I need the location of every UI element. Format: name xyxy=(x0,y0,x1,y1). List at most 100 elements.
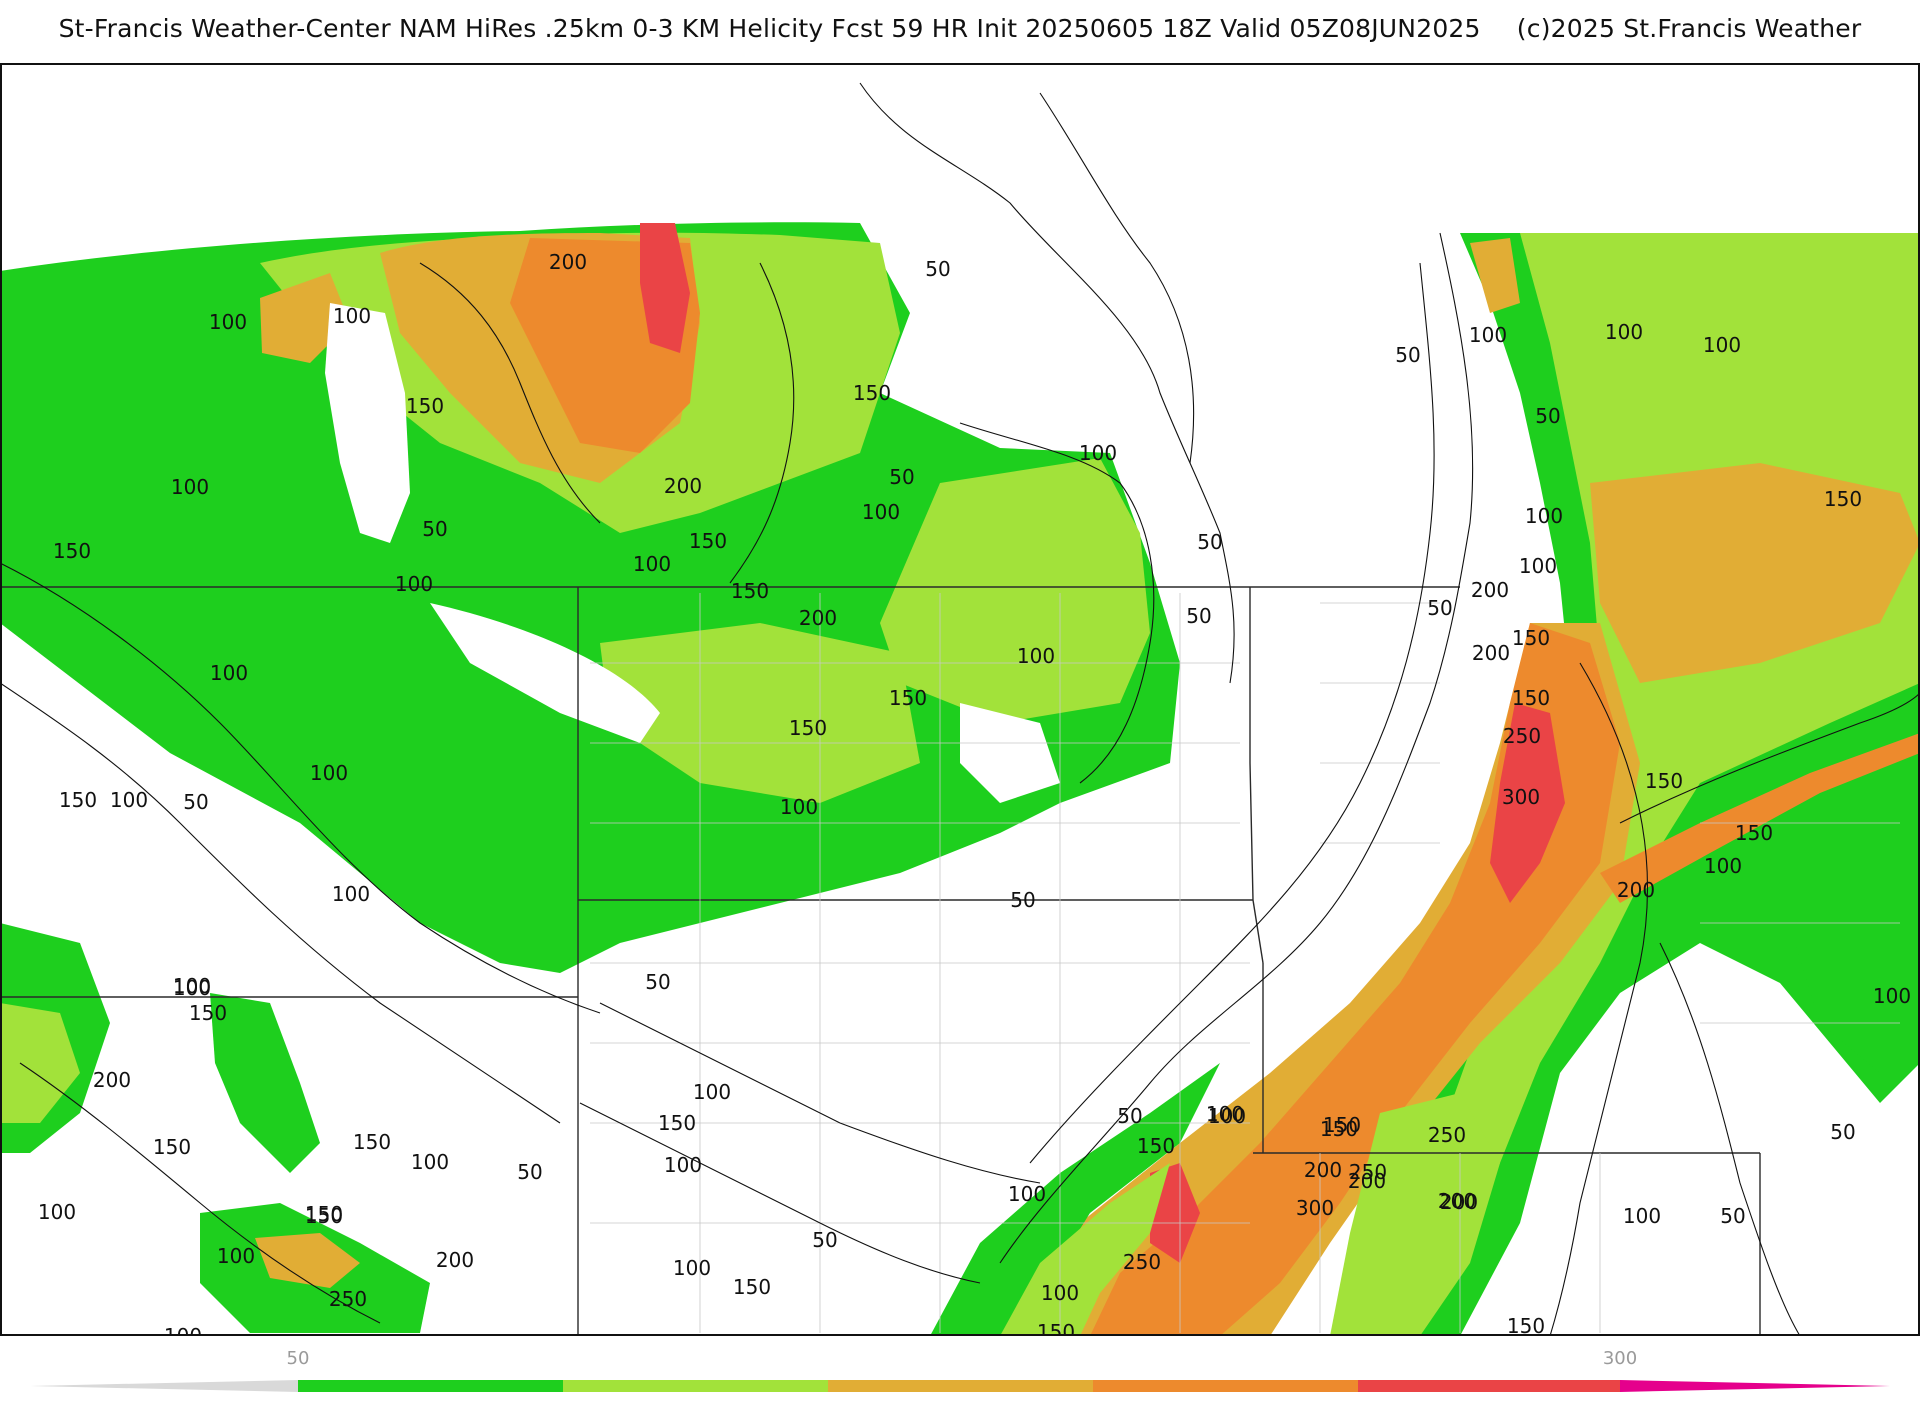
legend-right-arrow xyxy=(1620,1380,1890,1392)
green-region xyxy=(1795,863,1920,1073)
contour-line xyxy=(1039,92,1195,464)
contour-label: 150 xyxy=(889,686,927,710)
contour-label: 150 xyxy=(1512,626,1550,650)
light-green-region xyxy=(1000,1163,1170,1336)
contour-line xyxy=(1659,942,1801,1337)
contour-label: 100 xyxy=(1017,644,1055,668)
contour-label: 150 xyxy=(1645,769,1683,793)
color-legend: 50 300 xyxy=(0,1340,1920,1400)
contour-label: 150 xyxy=(1320,1117,1358,1141)
contour-line xyxy=(959,422,1155,784)
contour-line xyxy=(0,682,561,1124)
helicity-shading xyxy=(0,222,1920,1336)
county-line xyxy=(590,662,1250,1224)
contour-label: 100 xyxy=(173,976,211,1000)
contour-label: 250 xyxy=(1123,1250,1161,1274)
contour-label: 100 xyxy=(411,1150,449,1174)
contour-label: 200 xyxy=(1617,878,1655,902)
contour-line xyxy=(419,262,601,524)
contour-label: 200 xyxy=(549,250,587,274)
contour-label: 100 xyxy=(38,1200,76,1224)
contour-label: 100 xyxy=(633,552,671,576)
contour-label: 150 xyxy=(59,788,97,812)
green-region xyxy=(0,222,1180,974)
legend-swatch-lightgreen xyxy=(563,1380,828,1392)
gold-region xyxy=(1590,463,1920,683)
contour-label: 50 xyxy=(1010,888,1035,912)
legend-label-high: 300 xyxy=(1603,1348,1637,1369)
contour-label: 100 xyxy=(333,304,371,328)
title-text: St-Francis Weather-Center NAM HiRes .25k… xyxy=(58,14,1481,43)
legend-label-low: 50 xyxy=(287,1348,310,1369)
contour-label: 100 xyxy=(1208,1104,1246,1128)
contour-line xyxy=(999,232,1474,1264)
contour-label: 200 xyxy=(1472,641,1510,665)
map-svg: 200 100 100 150 150 200 50 100 50 150 10… xyxy=(0,63,1920,1393)
contour-label: 100 xyxy=(110,788,148,812)
border-line xyxy=(1249,587,1264,964)
red-region xyxy=(640,223,690,353)
contour-label: 100 xyxy=(217,1244,255,1268)
contour-label: 100 xyxy=(332,882,370,906)
copyright-text: (c)2025 St.Francis Weather xyxy=(1516,14,1862,43)
contour-label: 50 xyxy=(1395,343,1420,367)
orange-region xyxy=(1090,623,1620,1336)
contour-label: 200 xyxy=(436,1248,474,1272)
contour-line xyxy=(859,82,1235,684)
contour-label: 50 xyxy=(1720,1204,1745,1228)
lake-area xyxy=(325,303,410,543)
contour-label: 150 xyxy=(1735,821,1773,845)
contour-label: 300 xyxy=(1502,785,1540,809)
political-borders xyxy=(0,586,1761,1336)
contour-label: 150 xyxy=(733,1275,771,1299)
contour-label: 100 xyxy=(1704,854,1742,878)
contour-label: 100 xyxy=(673,1256,711,1280)
contour-label: 150 xyxy=(305,1204,343,1228)
light-green-region xyxy=(880,458,1150,723)
green-region xyxy=(930,1063,1220,1336)
contour-label: 200 xyxy=(1348,1169,1386,1193)
contour-label: 100 xyxy=(395,572,433,596)
contour-label: 150 xyxy=(658,1111,696,1135)
contour-label: 50 xyxy=(1427,596,1452,620)
legend-swatch-gold xyxy=(828,1380,1093,1392)
contour-label: 100 xyxy=(1519,554,1557,578)
contour-label: 50 xyxy=(1197,530,1222,554)
legend-svg: 50 300 xyxy=(30,1348,1890,1392)
contour-label: 50 xyxy=(1117,1104,1142,1128)
contour-line xyxy=(19,1062,381,1324)
contour-line xyxy=(1549,662,1648,1337)
contour-label: 150 xyxy=(153,1135,191,1159)
contour-label: 100 xyxy=(210,661,248,685)
contour-label: 100 xyxy=(1623,1204,1661,1228)
contour-line xyxy=(0,562,601,1014)
contour-label: 50 xyxy=(645,970,670,994)
county-line xyxy=(1320,602,1900,1024)
contour-line xyxy=(1619,692,1920,824)
contour-label: 100 xyxy=(862,500,900,524)
county-lines xyxy=(590,593,1900,1333)
contour-label: 50 xyxy=(422,517,447,541)
white-gap xyxy=(960,703,1060,803)
contour-labels: 200 100 100 150 150 200 50 100 50 150 10… xyxy=(38,250,1911,1393)
helicity-contours xyxy=(0,82,1920,1337)
contour-label: 50 xyxy=(183,790,208,814)
contour-label: 150 xyxy=(731,579,769,603)
green-region xyxy=(210,993,320,1173)
contour-label: 50 xyxy=(889,465,914,489)
contour-label: 50 xyxy=(1535,404,1560,428)
contour-label: 150 xyxy=(1512,686,1550,710)
gold-region xyxy=(255,1233,360,1288)
contour-line xyxy=(579,1102,981,1284)
contour-label: 150 xyxy=(53,539,91,563)
contour-label: 100 xyxy=(1206,1102,1244,1126)
red-region xyxy=(1490,703,1565,903)
contour-label: 250 xyxy=(1503,724,1541,748)
contour-label: 100 xyxy=(1873,984,1911,1008)
contour-line xyxy=(1029,262,1435,1164)
contour-label: 100 xyxy=(1079,441,1117,465)
contour-label: 150 xyxy=(1037,1320,1075,1336)
contour-line xyxy=(729,262,795,584)
contour-label: 250 xyxy=(329,1287,367,1311)
orange-region xyxy=(1600,733,1920,903)
